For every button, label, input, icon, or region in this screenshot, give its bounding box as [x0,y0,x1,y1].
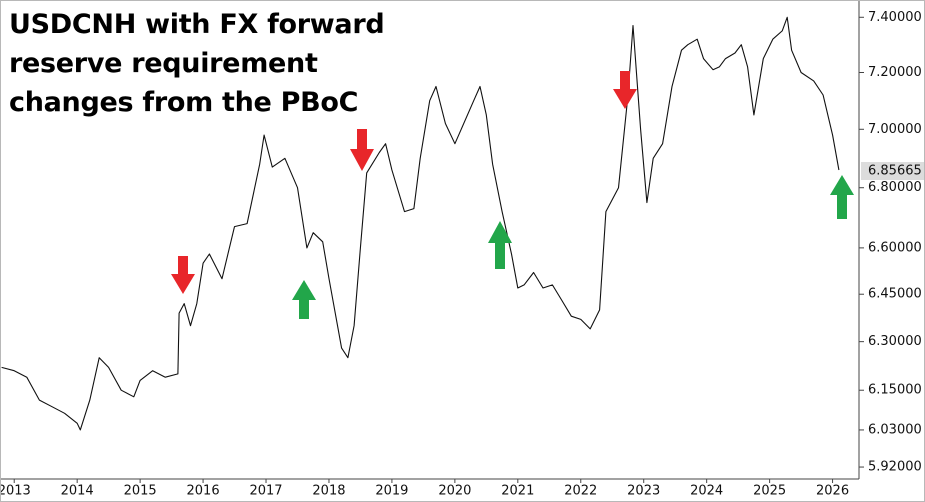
x-tick-label: 2026 [816,484,849,499]
up-arrow [488,221,512,269]
x-tick-label: 2014 [61,484,94,499]
x-tick-label: 2013 [1,484,31,499]
up-arrow [292,280,316,319]
down-arrow [350,129,374,171]
x-tick-label: 2016 [187,484,220,499]
y-tick-label: 6.60000 [868,240,922,255]
x-tick-label: 2022 [564,484,597,499]
y-tick-label: 6.03000 [868,422,922,437]
y-tick-label: 7.00000 [868,122,922,137]
up-arrow [830,175,854,219]
x-tick-label: 2019 [375,484,408,499]
y-tick-label: 7.20000 [868,65,922,80]
x-tick-label: 2025 [753,484,786,499]
down-arrow [171,256,195,294]
arrows [171,71,854,319]
y-tick-label: 6.45000 [868,287,922,302]
x-tick-label: 2023 [627,484,660,499]
y-tick-label: 6.15000 [868,383,922,398]
y-tick-label: 6.30000 [868,334,922,349]
x-tick-label: 2020 [438,484,471,499]
x-tick-label: 2021 [501,484,534,499]
price-line [1,16,840,431]
y-tick-label: 5.92000 [868,460,922,475]
last-price-box [861,161,924,180]
x-tick-label: 2015 [124,484,157,499]
x-tick-label: 2017 [249,484,282,499]
last-price-label: 6.85665 [868,163,922,178]
y-tick-label: 7.40000 [868,10,922,25]
down-arrow [613,71,637,109]
y-tick-label: 6.80000 [868,180,922,195]
x-tick-label: 2018 [312,484,345,499]
chart-title: USDCNH with FX forward reserve requireme… [9,9,385,118]
x-tick-label: 2024 [690,484,723,499]
